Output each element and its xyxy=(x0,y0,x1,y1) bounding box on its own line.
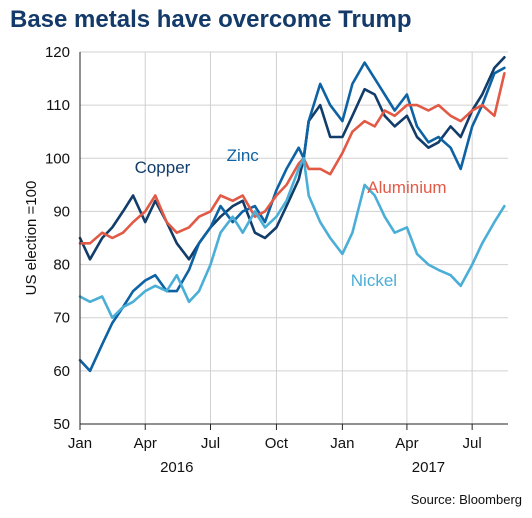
chart-title: Base metals have overcome Trump xyxy=(10,6,412,33)
series-label-zinc: Zinc xyxy=(227,146,260,165)
y-tick-label: 90 xyxy=(53,203,70,220)
x-tick-label: Apr xyxy=(395,435,418,452)
x-tick-label: Oct xyxy=(265,435,289,452)
series-label-copper: Copper xyxy=(135,158,191,177)
grid-lines xyxy=(79,51,508,425)
x-tick-label: Jul xyxy=(201,435,220,452)
x-tick-label: Jul xyxy=(463,435,482,452)
series-lines xyxy=(78,55,506,373)
y-tick-label: 80 xyxy=(53,257,70,274)
x-tick-label: Apr xyxy=(134,435,157,452)
series-line-aluminium xyxy=(78,72,506,245)
series-line-zinc xyxy=(78,61,506,373)
x-tick-label: Jan xyxy=(68,435,92,452)
labels: 50 60 70 80 90 100 110 120 Jan Apr Jul Oct Jan Apr Jul… xyxy=(23,44,482,476)
y-tick-label: 100 xyxy=(45,150,70,167)
y-tick-label: 120 xyxy=(45,44,70,61)
x-year-label: 2017 xyxy=(412,459,445,476)
y-tick-label: 110 xyxy=(46,97,70,114)
x-year-label: 2016 xyxy=(160,459,193,476)
source-note: Source: Bloomberg xyxy=(410,492,522,507)
y-tick-label: 70 xyxy=(53,310,70,327)
x-tick-label: Jan xyxy=(330,435,354,452)
series-line-copper xyxy=(78,55,506,261)
y-tick-label: 60 xyxy=(53,363,70,380)
y-tick-label: 50 xyxy=(53,416,70,433)
series-line-nickel xyxy=(78,157,506,320)
series-label-aluminium: Aluminium xyxy=(367,178,446,197)
y-axis-title: US election =100 xyxy=(23,181,40,296)
axes xyxy=(79,52,508,430)
series-label-nickel: Nickel xyxy=(351,271,397,290)
